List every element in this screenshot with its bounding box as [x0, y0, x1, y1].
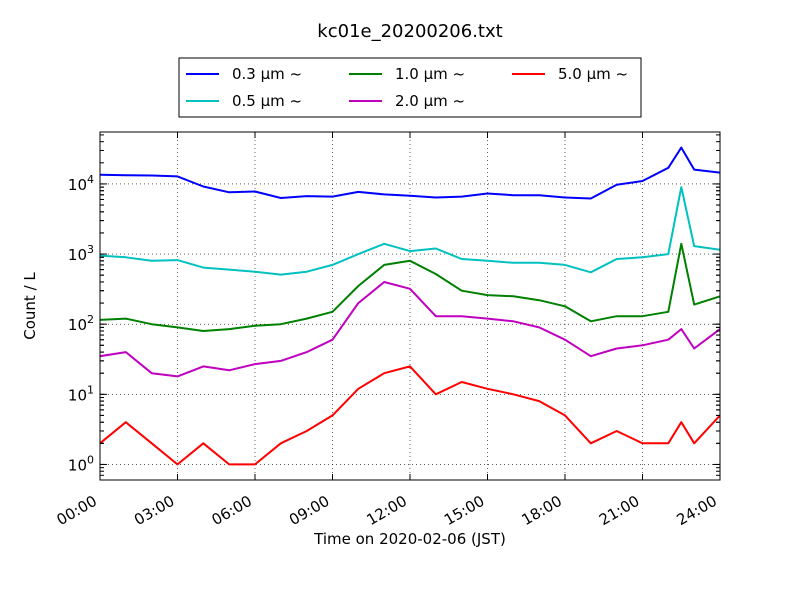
series-line-5 [100, 365, 720, 466]
y-tick-label: 103 [68, 243, 94, 264]
y-axis-label: Count / L [21, 272, 39, 340]
legend-label-3: 1.0 μm ~ [395, 65, 465, 83]
legend-label-4: 2.0 μm ~ [395, 92, 465, 110]
y-tick-label: 104 [68, 173, 94, 194]
legend-label-1: 0.3 μm ~ [232, 65, 302, 83]
legend-box [178, 57, 642, 118]
y-tick-labels: 100 101 102 103 104 [68, 173, 94, 475]
series-line-4 [100, 281, 720, 378]
legend-label-5: 5.0 μm ~ [558, 65, 628, 83]
y-tick-label: 102 [68, 313, 94, 334]
ticks [99, 132, 721, 481]
series-line-3 [100, 242, 720, 332]
series-line-1 [100, 146, 720, 200]
series-group [100, 146, 720, 466]
x-axis-label: Time on 2020-02-06 (JST) [313, 530, 506, 548]
series-line-2 [100, 186, 720, 276]
series-layer [100, 146, 720, 466]
legend: 0.3 μm ~ 0.5 μm ~ 1.0 μm ~ 2.0 μm ~ 5.0 μm ~ [178, 57, 642, 118]
y-tick-label: 101 [68, 383, 94, 404]
y-tick-label: 100 [68, 453, 94, 474]
chart-title: kc01e_20200206.txt [317, 21, 502, 42]
legend-label-2: 0.5 μm ~ [232, 92, 302, 110]
